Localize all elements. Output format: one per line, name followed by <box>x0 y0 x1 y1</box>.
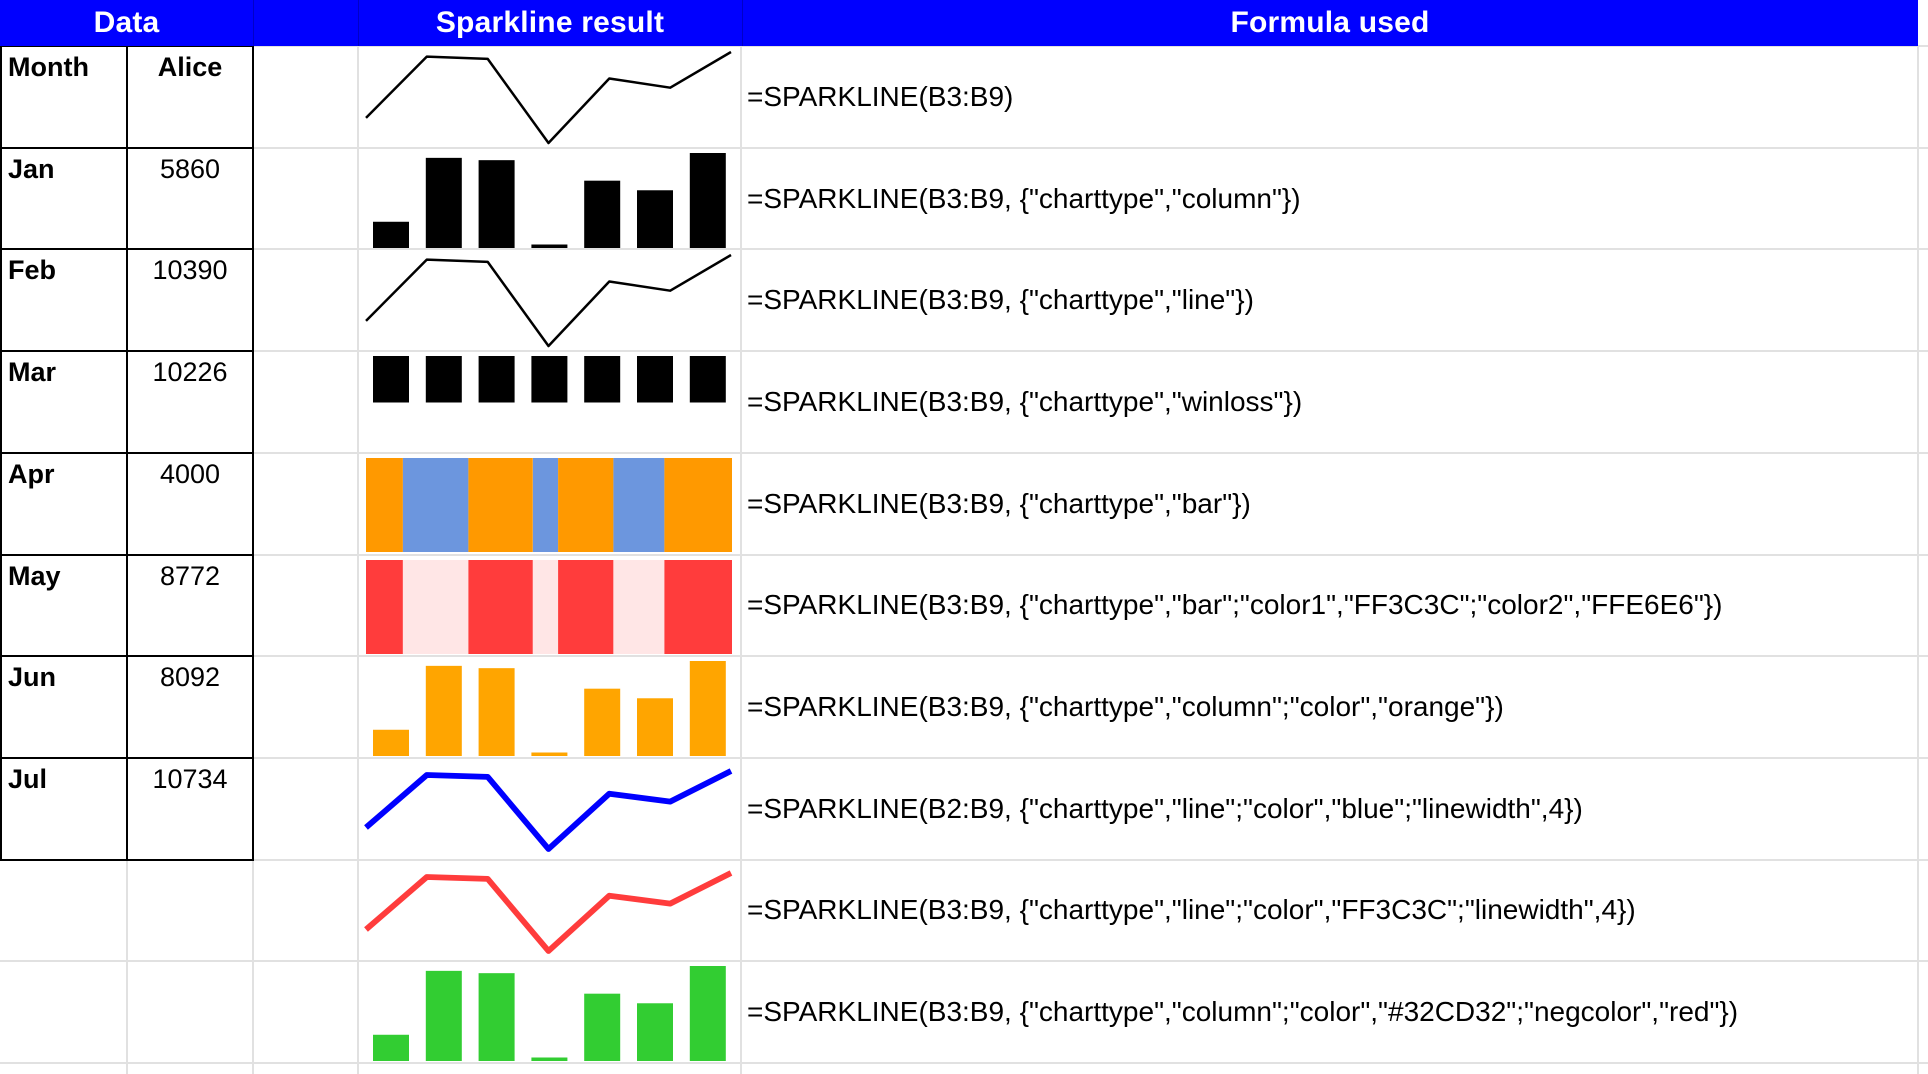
cell-value-jan[interactable]: 5860 <box>159 153 221 184</box>
table-border-v <box>126 45 128 861</box>
cell-empty-3[interactable] <box>253 351 358 453</box>
table-border-v <box>0 45 2 861</box>
cell-sparkline-bar-5[interactable] <box>358 555 742 657</box>
gridline-h <box>0 451 1928 454</box>
cell-formula-6[interactable]: =SPARKLINE(B3:B9, {"charttype","column";… <box>747 691 1504 723</box>
cell-sparkline-column-1[interactable] <box>358 148 742 250</box>
cell-value-header[interactable]: Alice <box>157 52 223 82</box>
cell-month-header[interactable]: Month <box>8 52 89 82</box>
cell-month-blank-1[interactable] <box>0 860 127 962</box>
cell-empty-1[interactable] <box>253 148 358 250</box>
cell-sparkline-line-8[interactable] <box>358 860 742 962</box>
cell-sparkline-winloss-3[interactable] <box>358 351 742 453</box>
gridline-h <box>0 960 1928 963</box>
gridline-h <box>0 756 1928 759</box>
cell-formula-8[interactable]: =SPARKLINE(B3:B9, {"charttype","line";"c… <box>747 894 1636 926</box>
cell-empty-4[interactable] <box>253 453 358 555</box>
gridline-h <box>0 655 1928 658</box>
cell-value-apr[interactable]: 4000 <box>159 458 221 489</box>
gridline-h <box>0 146 1928 149</box>
header-cell-empty[interactable] <box>253 0 358 46</box>
header-separator <box>742 0 743 46</box>
cell-formula-4[interactable]: =SPARKLINE(B3:B9, {"charttype","bar"}) <box>747 487 1251 519</box>
cell-formula-3[interactable]: =SPARKLINE(B3:B9, {"charttype","winloss"… <box>747 385 1303 417</box>
cell-month-mar[interactable]: Mar <box>8 357 57 388</box>
cell-value-jul[interactable]: 10734 <box>152 763 228 794</box>
cell-sparkline-bar-4[interactable] <box>358 453 742 555</box>
sparkline-chart-column <box>373 661 726 757</box>
cell-sparkline-column-9[interactable] <box>358 961 742 1063</box>
cell-value-may[interactable]: 8772 <box>159 560 221 591</box>
gridline-h <box>0 350 1928 353</box>
cell-empty-8[interactable] <box>253 860 358 962</box>
header-separator <box>253 0 254 46</box>
cell-empty-0[interactable] <box>253 46 358 148</box>
header-cell-formula-used[interactable]: Formula used <box>742 0 1918 46</box>
cell-empty-7[interactable] <box>253 758 358 860</box>
gridline-h <box>0 553 1928 556</box>
gridline-v <box>740 46 742 1074</box>
cell-formula-0[interactable]: =SPARKLINE(B3:B9) <box>747 80 1014 112</box>
gridline-h <box>0 248 1928 251</box>
sparkline-chart-bar <box>366 457 732 552</box>
cell-formula-7[interactable]: =SPARKLINE(B2:B9, {"charttype","line";"c… <box>747 792 1583 824</box>
cell-month-apr[interactable]: Apr <box>8 458 55 489</box>
cell-value-jun[interactable]: 8092 <box>159 662 221 693</box>
cell-formula-1[interactable]: =SPARKLINE(B3:B9, {"charttype","column"}… <box>747 182 1301 214</box>
header-cell-sparkline-result[interactable]: Sparkline result <box>358 0 742 46</box>
cell-value-mar[interactable]: 10226 <box>152 357 228 388</box>
sparkline-chart-line <box>364 768 733 852</box>
cell-value-blank-2[interactable] <box>127 961 253 1063</box>
cell-month-feb[interactable]: Feb <box>8 255 57 286</box>
cell-month-blank-2[interactable] <box>0 961 127 1063</box>
header-separator <box>358 0 359 46</box>
cell-month-jul[interactable]: Jul <box>8 763 48 794</box>
cell-month-may[interactable]: May <box>8 560 61 591</box>
cell-empty-2[interactable] <box>253 249 358 351</box>
cell-formula-9[interactable]: =SPARKLINE(B3:B9, {"charttype","column";… <box>747 996 1739 1028</box>
cell-month-jan[interactable]: Jan <box>8 153 55 184</box>
gridline-h <box>0 1062 1928 1064</box>
sparkline-chart-column <box>373 966 726 1062</box>
cell-empty-9[interactable] <box>253 961 358 1063</box>
cell-formula-5[interactable]: =SPARKLINE(B3:B9, {"charttype","bar";"co… <box>747 589 1723 621</box>
sparkline-chart-line <box>365 50 732 145</box>
cell-empty-6[interactable] <box>253 656 358 758</box>
table-border-v <box>252 45 254 861</box>
cell-sparkline-line-7[interactable] <box>358 758 742 860</box>
gridline-h <box>0 858 1928 861</box>
sparkline-chart-line <box>365 254 732 348</box>
header-cell-data[interactable]: Data <box>0 0 253 46</box>
cell-sparkline-line-2[interactable] <box>358 249 742 351</box>
cell-formula-2[interactable]: =SPARKLINE(B3:B9, {"charttype","line"}) <box>747 284 1254 316</box>
cell-sparkline-line-0[interactable] <box>358 46 742 148</box>
sparkline-chart-winloss <box>373 356 726 403</box>
sparkline-chart-bar <box>366 559 732 654</box>
cell-value-blank-1[interactable] <box>127 860 253 962</box>
sparkline-chart-column <box>373 152 726 248</box>
cell-value-feb[interactable]: 10390 <box>152 255 228 286</box>
gridline-h <box>0 45 1928 47</box>
cell-month-jun[interactable]: Jun <box>8 662 57 693</box>
cell-empty-5[interactable] <box>253 555 358 657</box>
gridline-v <box>1917 46 1919 1074</box>
sparkline-chart-line <box>364 870 733 954</box>
gridline-v <box>357 46 359 1074</box>
cell-sparkline-column-6[interactable] <box>358 656 742 758</box>
